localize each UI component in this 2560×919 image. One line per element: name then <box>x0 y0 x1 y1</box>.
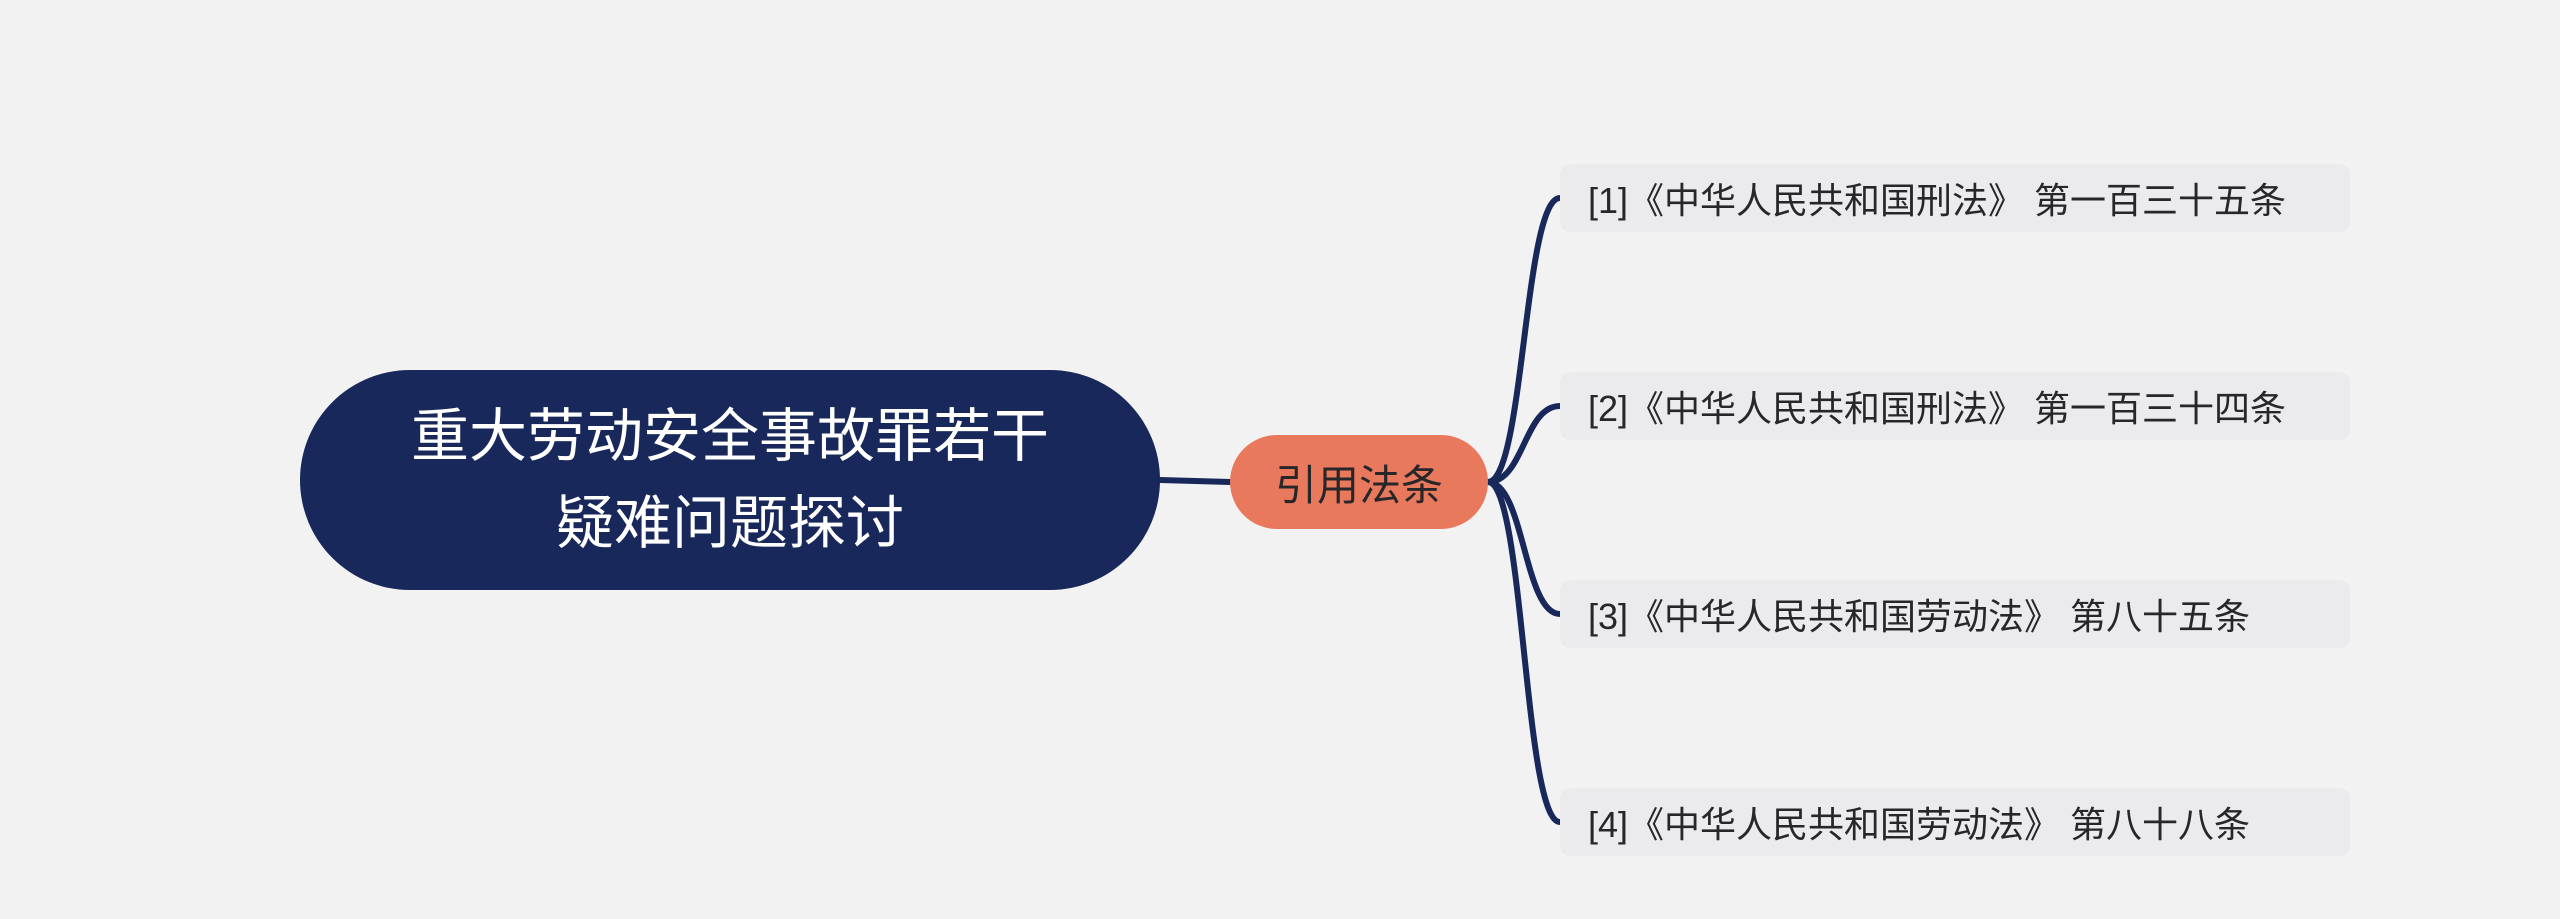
root-line-1: 重大劳动安全事故罪若干 <box>411 393 1049 480</box>
mindmap-canvas: 重大劳动安全事故罪若干 疑难问题探讨 引用法条 [1]《中华人民共和国刑法》 第… <box>0 0 2560 919</box>
leaf-node[interactable]: [2]《中华人民共和国刑法》 第一百三十四条 <box>1560 372 2350 440</box>
leaf-node[interactable]: [3]《中华人民共和国劳动法》 第八十五条 <box>1560 580 2350 648</box>
leaf-node[interactable]: [1]《中华人民共和国刑法》 第一百三十五条 <box>1560 164 2350 232</box>
leaf-node[interactable]: [4]《中华人民共和国劳动法》 第八十八条 <box>1560 788 2350 856</box>
leaf-label: [1]《中华人民共和国刑法》 第一百三十五条 <box>1588 172 2286 224</box>
root-line-2: 疑难问题探讨 <box>556 480 904 567</box>
sub-node-label: 引用法条 <box>1275 452 1443 513</box>
leaf-label: [4]《中华人民共和国劳动法》 第八十八条 <box>1588 796 2250 848</box>
root-node[interactable]: 重大劳动安全事故罪若干 疑难问题探讨 <box>300 370 1160 590</box>
leaf-label: [2]《中华人民共和国刑法》 第一百三十四条 <box>1588 380 2286 432</box>
sub-node[interactable]: 引用法条 <box>1230 435 1488 529</box>
leaf-label: [3]《中华人民共和国劳动法》 第八十五条 <box>1588 588 2250 640</box>
